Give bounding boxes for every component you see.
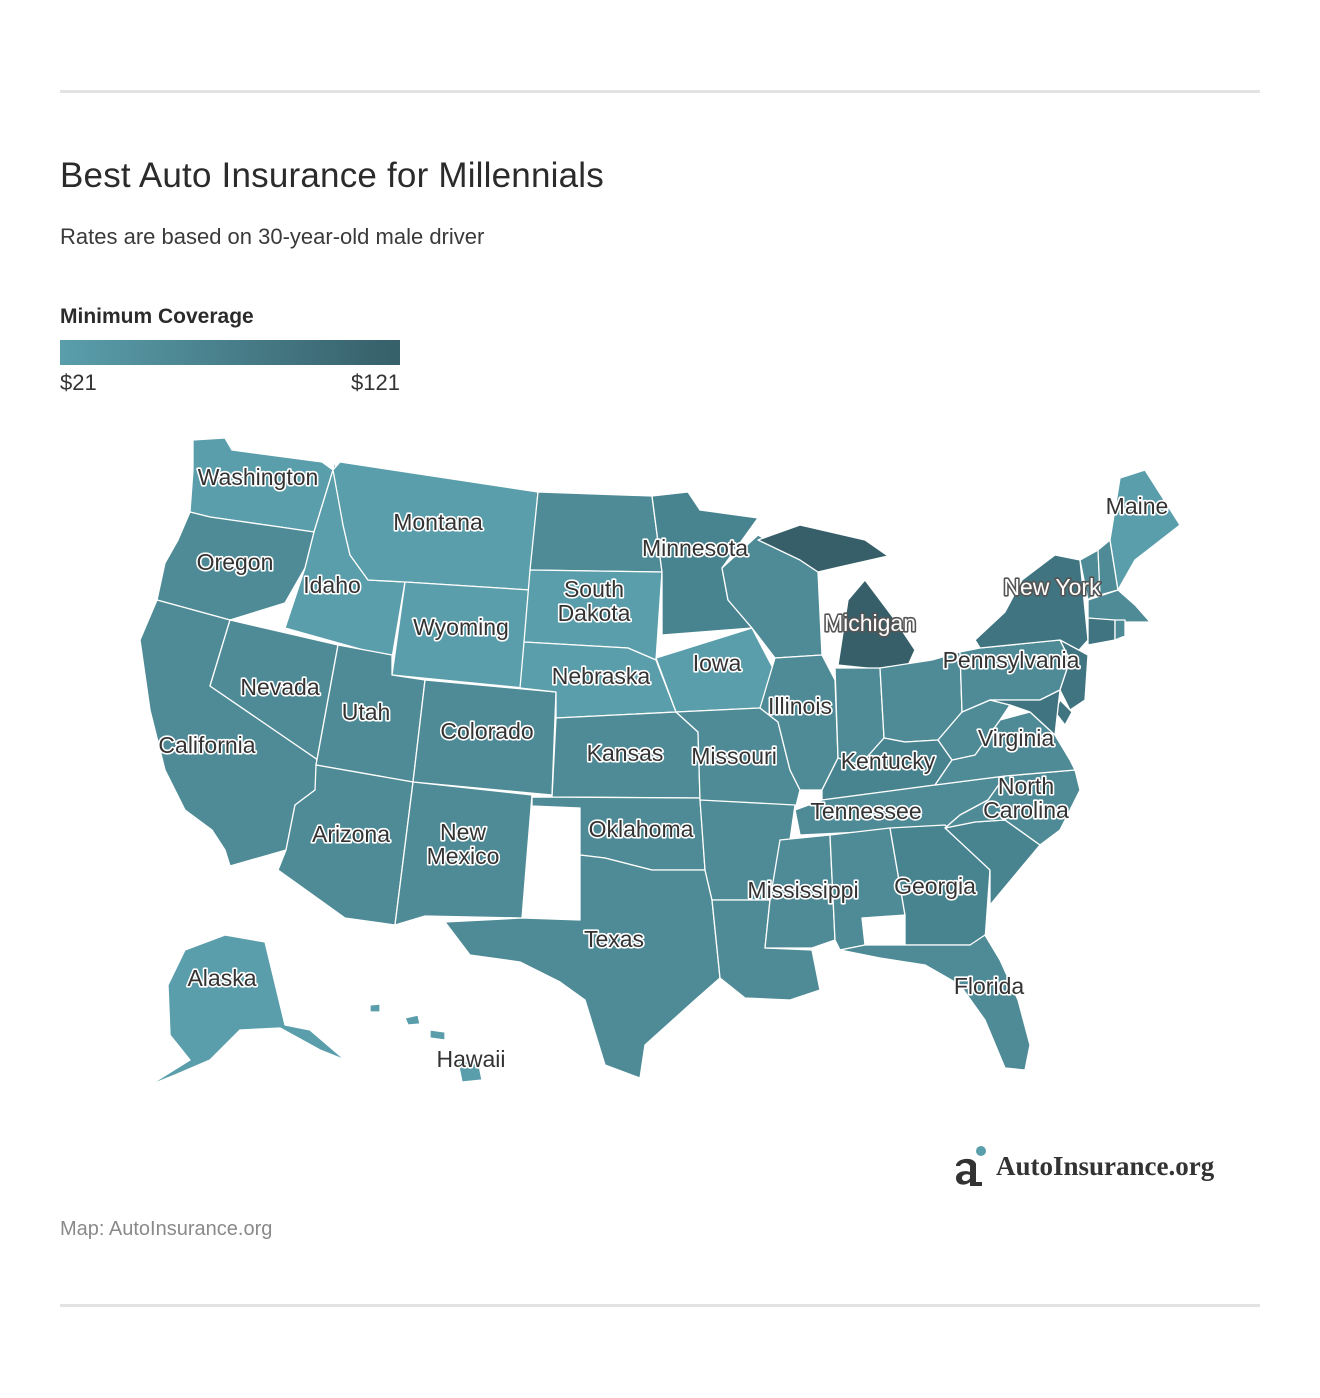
state-label-pennsylvania: Pennsylvania: [943, 647, 1080, 673]
state-label-texas: Texas: [584, 926, 644, 952]
state-label-south-dakota: South Dakota: [558, 576, 631, 626]
state-alaska[interactable]: [149, 934, 346, 1086]
state-shapes: [139, 437, 1181, 1086]
state-label-utah: Utah: [342, 699, 391, 725]
state-maine[interactable]: [1109, 469, 1181, 591]
state-rhode-island[interactable]: [1114, 619, 1126, 641]
state-maryland[interactable]: [989, 689, 1061, 736]
state-oregon[interactable]: [156, 511, 315, 621]
state-label-florida: Florida: [954, 973, 1025, 999]
state-new-mexico[interactable]: [394, 781, 533, 926]
state-label-idaho: Idaho: [303, 572, 361, 598]
state-texas[interactable]: [444, 854, 721, 1079]
legend-gradient-bar: [60, 340, 400, 365]
page-subtitle: Rates are based on 30-year-old male driv…: [60, 224, 485, 249]
state-label-mississippi: Mississippi: [747, 877, 858, 903]
state-label-hawaii: Hawaii: [436, 1046, 505, 1072]
state-label-colorado: Colorado: [440, 718, 533, 744]
state-label-maine: Maine: [1106, 493, 1169, 519]
state-label-kansas: Kansas: [587, 740, 664, 766]
state-new-york[interactable]: [974, 554, 1089, 661]
state-label-nevada: Nevada: [240, 674, 319, 700]
page-title: Best Auto Insurance for Millennials: [60, 156, 604, 195]
source-note: Map: AutoInsurance.org: [60, 1218, 273, 1240]
state-label-wyoming: Wyoming: [413, 614, 509, 640]
legend-min-label: $21: [60, 370, 97, 395]
state-label-arizona: Arizona: [312, 821, 390, 847]
state-label-new-mexico: New Mexico: [427, 819, 500, 869]
brand-logo-icon: [956, 1146, 986, 1186]
brand-logo-text: AutoInsurance.org: [996, 1150, 1215, 1181]
state-illinois[interactable]: [759, 654, 839, 791]
state-label-tennessee: Tennessee: [810, 798, 921, 824]
state-label-minnesota: Minnesota: [642, 535, 748, 561]
us-states-map: Washington Oregon California Nevada Idaho Mon…: [139, 437, 1181, 1086]
state-label-oregon: Oregon: [197, 549, 274, 575]
legend-max-label: $121: [351, 370, 400, 395]
state-label-iowa: Iowa: [693, 650, 742, 676]
state-label-washington: Washington: [198, 464, 319, 490]
state-label-michigan: Michigan: [824, 610, 916, 636]
state-label-north-carolina: North Carolina: [983, 773, 1069, 823]
state-label-california: California: [158, 732, 255, 758]
bottom-divider: [60, 1304, 1260, 1307]
brand-logo: AutoInsurance.org: [952, 1144, 1214, 1188]
state-label-new-york: New York: [1003, 574, 1101, 600]
state-label-nebraska: Nebraska: [552, 663, 651, 689]
state-label-virginia: Virginia: [978, 725, 1054, 751]
top-divider: [60, 90, 1260, 93]
state-label-alaska: Alaska: [187, 965, 256, 991]
state-label-missouri: Missouri: [691, 743, 777, 769]
state-connecticut[interactable]: [1087, 617, 1116, 646]
state-hawaii[interactable]: [369, 1003, 483, 1083]
state-label-illinois: Illinois: [768, 693, 832, 719]
state-label-kentucky: Kentucky: [841, 748, 936, 774]
state-label-montana: Montana: [393, 509, 483, 535]
state-label-georgia: Georgia: [894, 873, 976, 899]
state-label-oklahoma: Oklahoma: [589, 816, 694, 842]
state-florida[interactable]: [839, 934, 1031, 1071]
state-labels: Washington Oregon California Nevada Idaho Mon…: [157, 462, 1170, 1073]
legend-title: Minimum Coverage: [60, 305, 254, 328]
state-north-carolina[interactable]: [944, 769, 1081, 846]
